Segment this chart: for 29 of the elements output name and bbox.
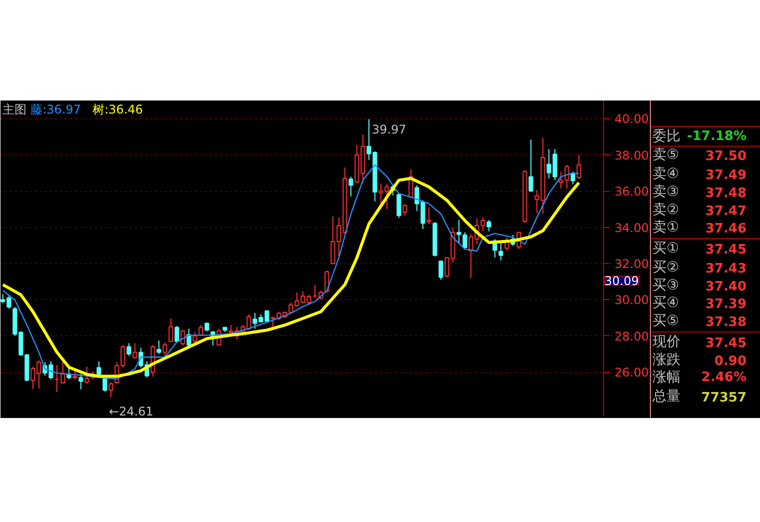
text: 涨幅 2.46% [652, 370, 747, 386]
text: 树:36.46 [92, 102, 143, 116]
y-tick-label: 36.00 [614, 184, 649, 199]
text: 总量 77357 [652, 388, 747, 406]
annotation: 39.97 [372, 122, 406, 137]
text: 卖③ 37.48 [652, 184, 747, 201]
annotation: ←24.61 [108, 404, 154, 418]
text: 委比 -17.18% [652, 128, 747, 144]
y-tick-label: 34.00 [614, 220, 649, 235]
text: 现价 37.45 [652, 334, 747, 351]
y-tick-label: 40.00 [614, 112, 649, 126]
text: 买② 37.43 [652, 259, 747, 276]
text: 买① 37.45 [652, 240, 747, 258]
text: 卖⑤ 37.50 [652, 147, 747, 164]
text: 藤:36.97 [30, 102, 81, 116]
chart-title: 主图 [2, 102, 26, 116]
text: 30.09 [604, 274, 639, 288]
text: 卖② 37.47 [652, 202, 747, 219]
text: 涨跌 0.90 [652, 352, 747, 369]
text: 买⑤ 37.38 [652, 313, 747, 330]
text: 卖④ 37.49 [652, 166, 747, 184]
y-tick-label: 28.00 [614, 329, 649, 344]
text: 买④ 37.39 [652, 295, 747, 312]
y-tick-label: 30.00 [614, 293, 649, 308]
y-tick-label: 32.00 [614, 256, 649, 271]
y-tick-label: 38.00 [614, 148, 649, 162]
text: 买③ 37.40 [652, 277, 747, 294]
y-tick-label: 26.00 [614, 366, 649, 380]
text: 卖① 37.46 [652, 220, 747, 237]
